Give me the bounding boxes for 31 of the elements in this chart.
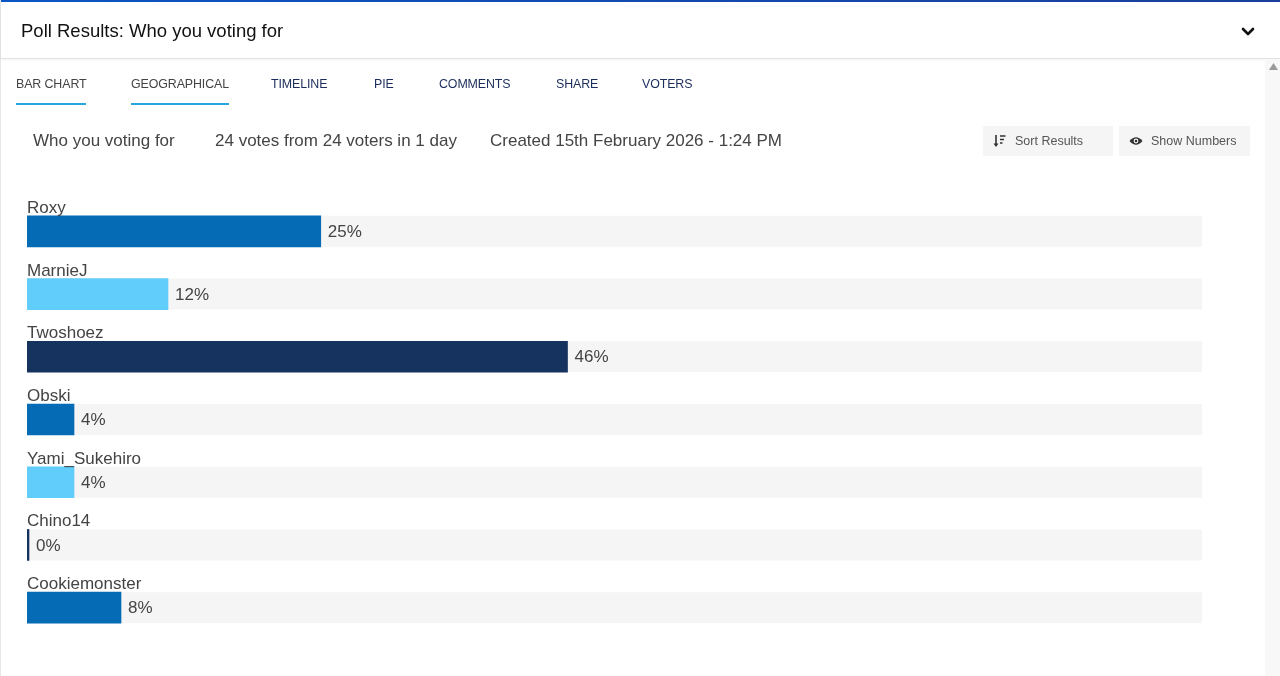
button[interactable]: Show Numbers <box>1119 126 1250 156</box>
text: BAR CHART <box>16 77 87 91</box>
text: GEOGRAPHICAL <box>131 77 229 91</box>
data-label: 4% <box>81 410 106 430</box>
text: Created 15th February 2026 - 1:24 PM <box>490 131 782 151</box>
y-tick-label: Roxy <box>27 197 67 217</box>
text: SHARE <box>556 77 599 91</box>
y-tick-label: Cookiemonster <box>27 574 142 594</box>
chart-subtitle: Who you voting for <box>33 131 175 151</box>
bar <box>27 278 169 310</box>
text: VOTERS <box>642 77 693 91</box>
bar <box>27 403 75 436</box>
text: PIE <box>374 77 394 91</box>
text: TIMELINE <box>271 77 328 91</box>
data-label: 25% <box>327 222 362 242</box>
data-label: 4% <box>81 472 106 492</box>
data-label: 12% <box>175 284 210 304</box>
button[interactable]: Sort Results <box>983 126 1113 156</box>
y-tick-label: Yami_Sukehiro <box>27 448 142 468</box>
text: 24 votes from 24 voters in 1 day <box>215 131 457 151</box>
chart-title: Poll Results: Who you voting for <box>21 20 284 42</box>
data-label: 0% <box>36 535 61 555</box>
y-tick-label: Chino14 <box>27 511 91 531</box>
bar <box>27 591 122 624</box>
bar <box>27 466 75 499</box>
y-tick-label: MarnieJ <box>27 260 88 280</box>
text: COMMENTS <box>439 77 511 91</box>
y-tick-label: Obski <box>27 386 71 405</box>
data-label: 8% <box>128 598 153 618</box>
data-label: 46% <box>574 347 609 367</box>
y-tick-label: Twoshoez <box>27 323 104 343</box>
